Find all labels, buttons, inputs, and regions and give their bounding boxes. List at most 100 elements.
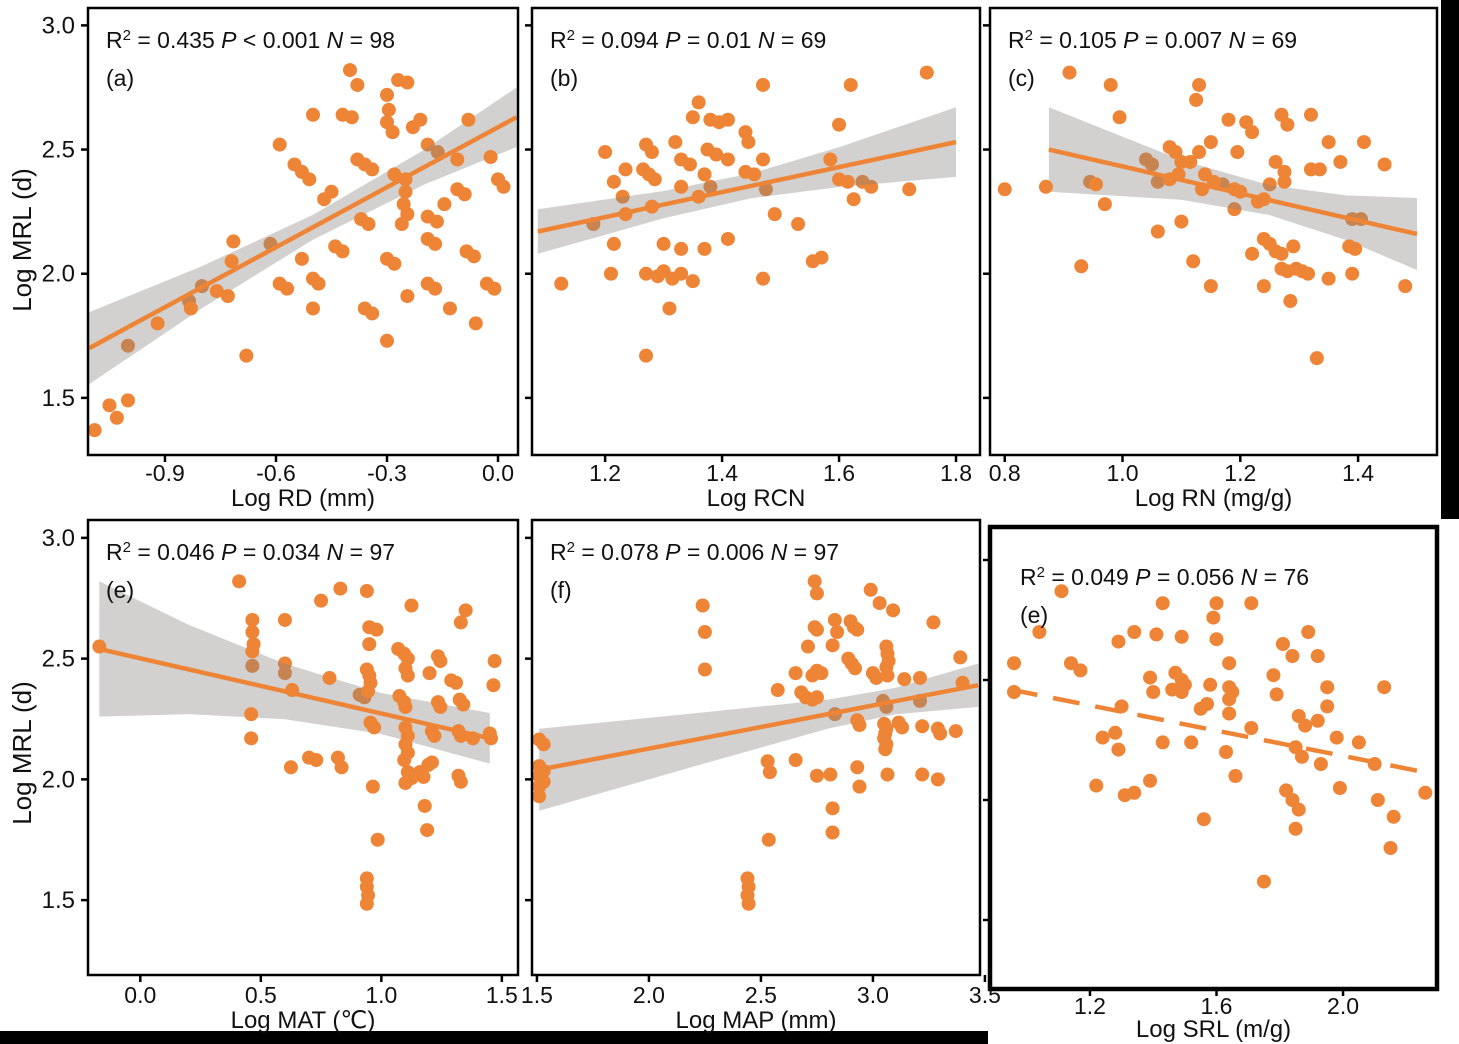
regression-line [538,682,979,772]
data-point [1073,663,1088,678]
data-point [1228,769,1243,783]
regression-line [537,139,957,234]
data-point [1222,692,1237,707]
data-point [422,666,437,681]
data-point [385,125,400,140]
data-point [109,410,124,425]
data-point [245,612,260,627]
x-tick-label: 0.0 [482,460,514,486]
data-point [428,236,443,251]
data-point [741,135,756,150]
data-point [850,760,865,775]
data-point [814,666,829,681]
data-point [897,672,912,687]
confidence-band [537,107,956,254]
data-point [1097,197,1112,212]
data-point [417,798,432,813]
data-point [1111,742,1126,757]
data-point [1245,125,1260,140]
data-point [1377,157,1392,172]
data-point [886,603,901,618]
data-point [424,755,439,770]
stats-text: R2 = 0.049 P = 0.056 N = 76 [1020,564,1309,591]
data-point [457,187,472,202]
data-point [120,393,135,408]
data-point [1386,809,1401,824]
data-point [1256,192,1271,207]
data-point [532,789,547,804]
data-point [322,670,337,685]
panel-plot-area-e1 [92,574,502,911]
data-point [483,150,498,164]
data-point [662,301,677,316]
data-point [387,256,402,271]
data-point [953,650,968,665]
panel-c: 0.8 1.0 1.2 1.4 Log RN (mg/g) R2 = 0.105 P = … [983,6,1439,512]
data-point [869,670,884,685]
data-point [747,167,762,182]
data-point [272,137,287,152]
data-point [1032,625,1047,639]
data-point [285,683,300,698]
y-tick-label: 2.5 [42,646,75,673]
x-tick-label: 1.0 [1107,460,1139,486]
data-point [955,675,970,690]
data-point [1174,154,1189,169]
data-point [848,661,863,676]
data-point [1143,773,1158,788]
data-point [302,172,317,187]
data-point [685,274,700,289]
data-point [1192,77,1207,92]
data-point [450,152,465,167]
data-point [695,598,710,613]
data-point [1329,730,1344,745]
data-point [333,581,348,596]
x-tick-label: 1.6 [1201,993,1233,1019]
data-point [720,231,735,246]
x-axis-title: Log MAT (℃) [231,1007,376,1034]
data-point [791,217,806,232]
data-point [359,584,374,599]
data-point [697,167,712,182]
data-point [644,199,659,214]
data-point [1203,677,1218,692]
data-point [370,832,385,847]
data-point [458,603,473,618]
data-point [468,316,483,331]
data-point [1244,596,1259,611]
data-point [1089,177,1104,192]
data-point [756,271,771,286]
data-point [1298,718,1313,733]
data-point [895,720,910,735]
data-point [324,184,339,199]
data-point [369,622,384,637]
data-point [1206,174,1221,189]
data-point [1256,874,1271,889]
data-point [1367,757,1382,771]
data-point [830,625,845,640]
data-point [1332,781,1347,795]
data-point [809,586,824,601]
data-point [767,207,782,222]
data-point [486,678,501,693]
data-point-under [703,179,718,194]
data-point [846,192,861,207]
data-point [814,250,829,265]
panel-plot-area-e2 [1007,584,1433,889]
data-point [1218,745,1233,759]
data-point [1038,179,1053,194]
data-point [915,767,930,782]
data-point [1150,224,1165,239]
data-point [919,65,934,80]
data-point [1333,154,1348,169]
data-point [760,754,775,769]
data-point [1171,167,1186,182]
x-tick-label: 1.2 [1074,993,1106,1019]
panel-plot-area-a [88,63,518,438]
data-point [1222,706,1237,721]
x-tick-label: -0.9 [145,460,185,486]
data-point-under [420,137,435,152]
data-point [1291,802,1306,817]
data-point [220,289,235,304]
